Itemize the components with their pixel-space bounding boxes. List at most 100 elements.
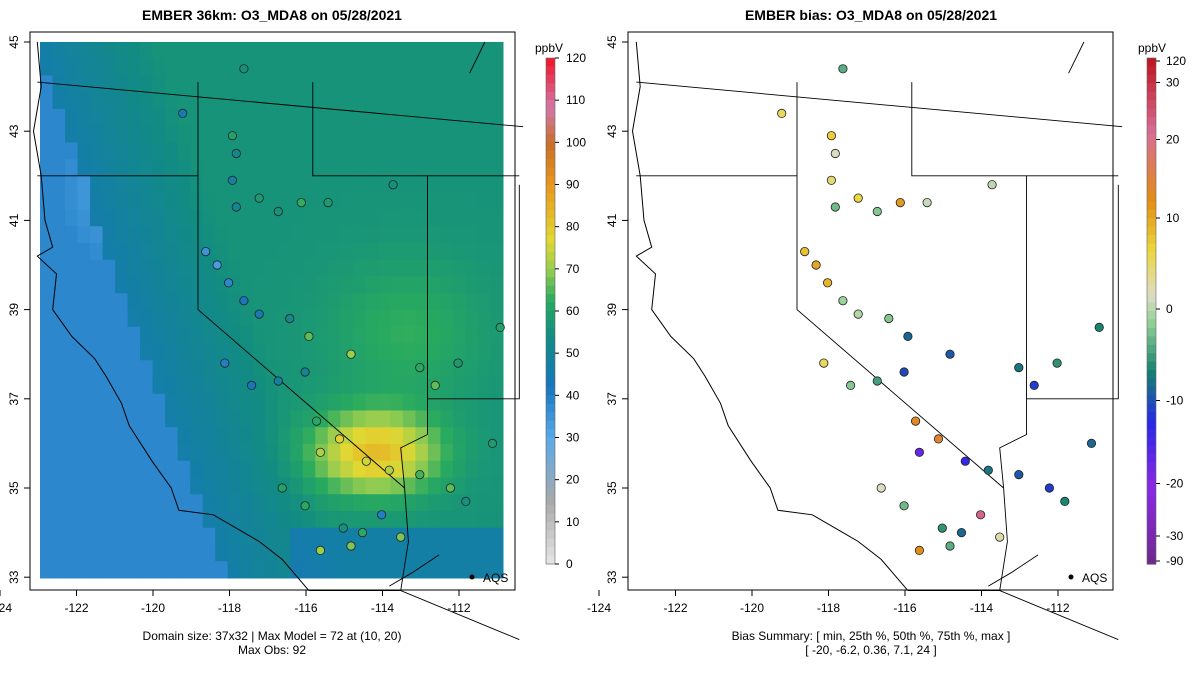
- raster-cell: [490, 511, 504, 529]
- raster-cell: [127, 410, 141, 428]
- obs-station-marker: [277, 483, 287, 493]
- raster-cell: [327, 42, 341, 60]
- raster-cell: [165, 259, 179, 277]
- bias-station-marker: [826, 131, 837, 141]
- raster-cell: [390, 276, 404, 294]
- colorbar-segment: [546, 83, 555, 93]
- raster-cell: [290, 393, 304, 411]
- raster-cell: [427, 410, 441, 428]
- raster-cell: [365, 192, 379, 210]
- raster-cell: [390, 561, 404, 579]
- right-title: EMBER bias: O3_MDA8 on 05/28/2021: [745, 7, 997, 23]
- raster-cell: [315, 58, 329, 76]
- raster-cell: [227, 326, 241, 344]
- raster-cell: [77, 75, 91, 93]
- colorbar-segment: [1147, 243, 1156, 253]
- raster-cell: [177, 92, 191, 110]
- raster-cell: [265, 427, 279, 445]
- raster-cell: [452, 293, 466, 311]
- colorbar-segment: [1147, 378, 1156, 388]
- colorbar-segment: [1147, 235, 1156, 245]
- bias-station-marker: [914, 447, 925, 457]
- colorbar-segment: [546, 370, 555, 380]
- obs-station-marker: [220, 358, 230, 368]
- raster-cell: [215, 209, 229, 227]
- raster-cell: [327, 75, 341, 93]
- colorbar-segment: [546, 496, 555, 506]
- raster-cell: [415, 477, 429, 495]
- raster-cell: [40, 511, 54, 529]
- raster-cell: [77, 109, 91, 127]
- raster-cell: [190, 310, 204, 328]
- colorbar-label: 30: [566, 431, 580, 445]
- left-state-borders: [32, 41, 524, 641]
- raster-cell: [477, 276, 491, 294]
- raster-cell: [402, 109, 416, 127]
- raster-cell: [327, 460, 341, 478]
- raster-cell: [490, 276, 504, 294]
- raster-cell: [102, 276, 116, 294]
- raster-cell: [465, 343, 479, 361]
- raster-cell: [340, 159, 354, 177]
- colorbar-segment: [1147, 209, 1156, 219]
- colorbar-segment: [546, 513, 555, 523]
- left-plot-frame: [29, 31, 516, 591]
- raster-cell: [52, 192, 66, 210]
- colorbar-segment: [1147, 142, 1156, 152]
- raster-cell: [265, 343, 279, 361]
- bias-station-marker: [899, 501, 909, 511]
- bias-station-marker: [1029, 380, 1039, 390]
- raster-cell: [440, 243, 454, 261]
- raster-cell: [365, 326, 379, 344]
- colorbar-label: -30: [1166, 529, 1184, 543]
- raster-cell: [215, 293, 229, 311]
- raster-cell: [365, 259, 379, 277]
- raster-cell: [127, 343, 141, 361]
- colorbar-segment: [1147, 226, 1156, 236]
- raster-cell: [202, 393, 216, 411]
- raster-cell: [177, 343, 191, 361]
- raster-cell: [452, 209, 466, 227]
- obs-station-marker: [227, 131, 237, 141]
- raster-cell: [165, 192, 179, 210]
- colorbar-frame: [1146, 57, 1157, 565]
- raster-cell: [77, 377, 91, 395]
- raster-cell: [440, 410, 454, 428]
- raster-cell: [127, 477, 141, 495]
- raster-cell: [465, 410, 479, 428]
- raster-cell: [77, 326, 91, 344]
- raster-cell: [390, 326, 404, 344]
- raster-cell: [352, 159, 366, 177]
- raster-cell: [252, 561, 266, 579]
- raster-cell: [290, 243, 304, 261]
- raster-cell: [452, 410, 466, 428]
- raster-cell: [165, 410, 179, 428]
- raster-cell: [290, 410, 304, 428]
- raster-cell: [477, 159, 491, 177]
- raster-cell: [477, 259, 491, 277]
- raster-cell: [402, 377, 416, 395]
- raster-cell: [127, 561, 141, 579]
- raster-cell: [440, 293, 454, 311]
- raster-cell: [252, 360, 266, 378]
- raster-cell: [390, 427, 404, 445]
- raster-cell: [265, 393, 279, 411]
- raster-cell: [415, 226, 429, 244]
- raster-cell: [215, 527, 229, 545]
- raster-cell: [40, 310, 54, 328]
- raster-cell: [65, 544, 79, 562]
- raster-cell: [65, 192, 79, 210]
- raster-cell: [390, 477, 404, 495]
- raster-cell: [465, 92, 479, 110]
- raster-cell: [352, 42, 366, 60]
- raster-cell: [102, 393, 116, 411]
- raster-cell: [102, 326, 116, 344]
- raster-cell: [77, 527, 91, 545]
- raster-cell: [327, 511, 341, 529]
- obs-station-marker: [300, 367, 310, 377]
- raster-cell: [340, 444, 354, 462]
- raster-cell: [490, 444, 504, 462]
- raster-cell: [440, 125, 454, 143]
- right-aqs-marker: [1068, 574, 1074, 580]
